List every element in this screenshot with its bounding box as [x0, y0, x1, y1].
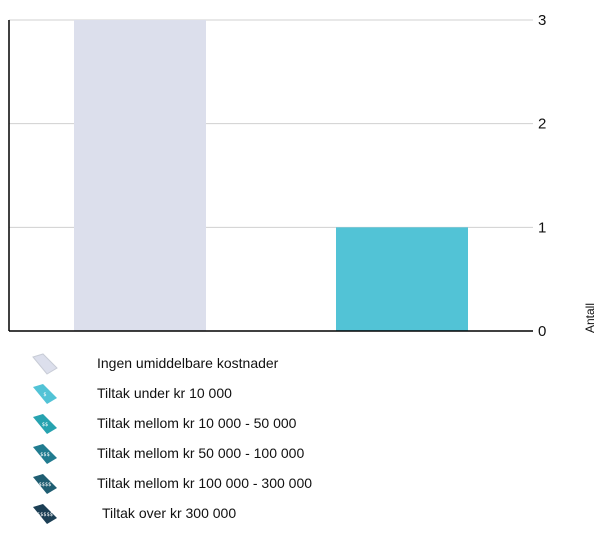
tag-symbol: $$ — [42, 422, 48, 428]
bar-chart: 0 1 2 3 Antall — [8, 12, 595, 340]
y-tick-labels: 0 1 2 3 — [538, 12, 546, 340]
bar — [336, 227, 468, 331]
legend-label: Tiltak mellom kr 10 000 - 50 000 — [97, 415, 297, 431]
tag-symbol: $$$$ — [39, 482, 52, 488]
tag-two-coin-icon: $$ — [33, 414, 57, 434]
tag-shape — [33, 474, 57, 494]
legend-label: Tiltak over kr 300 000 — [102, 505, 237, 521]
legend-label: Tiltak mellom kr 50 000 - 100 000 — [97, 445, 305, 461]
bar — [74, 20, 206, 331]
tag-shape — [33, 414, 57, 434]
tag-shape — [33, 384, 57, 404]
y-tick-label: 3 — [538, 12, 546, 29]
tag-three-coin-icon: $$$ — [33, 444, 57, 464]
tag-five-coin-icon: $$$$$ — [33, 504, 57, 524]
bars — [74, 20, 468, 331]
y-axis-title: Antall — [583, 303, 595, 333]
tag-symbol: $$$ — [40, 452, 50, 458]
y-tick-label: 2 — [538, 116, 546, 133]
legend-label: Tiltak mellom kr 100 000 - 300 000 — [97, 475, 313, 491]
tag-symbol: $$$$$ — [37, 512, 53, 518]
y-tick-label: 0 — [538, 323, 546, 340]
tag-shape — [33, 504, 57, 524]
legend-label: Tiltak under kr 10 000 — [97, 385, 232, 401]
tag-shape — [33, 444, 57, 464]
tag-one-coin-icon: $ — [33, 384, 57, 404]
tag-empty-icon — [32, 353, 58, 375]
y-tick-label: 1 — [538, 219, 546, 236]
tag-shape — [32, 353, 58, 375]
tag-four-coin-icon: $$$$ — [33, 474, 57, 494]
legend-label: Ingen umiddelbare kostnader — [97, 355, 279, 371]
tag-symbol: $ — [43, 392, 46, 398]
